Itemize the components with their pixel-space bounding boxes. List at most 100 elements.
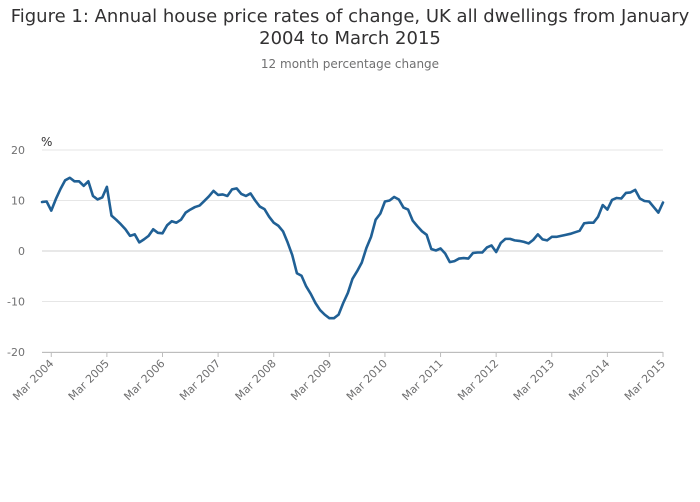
data-point[interactable] bbox=[452, 259, 457, 264]
data-point[interactable] bbox=[420, 229, 425, 234]
data-point[interactable] bbox=[661, 200, 666, 205]
data-point[interactable] bbox=[521, 239, 526, 244]
data-point[interactable] bbox=[304, 284, 309, 289]
data-point[interactable] bbox=[234, 186, 239, 191]
data-point[interactable] bbox=[104, 184, 109, 189]
data-point[interactable] bbox=[406, 207, 411, 212]
data-point[interactable] bbox=[118, 222, 123, 227]
data-point[interactable] bbox=[572, 230, 577, 235]
data-point[interactable] bbox=[470, 251, 475, 256]
data-point[interactable] bbox=[443, 251, 448, 256]
data-point[interactable] bbox=[179, 217, 184, 222]
data-point[interactable] bbox=[651, 205, 656, 210]
data-point[interactable] bbox=[267, 214, 272, 219]
data-point[interactable] bbox=[160, 231, 165, 236]
data-point[interactable] bbox=[392, 194, 397, 199]
data-point[interactable] bbox=[387, 198, 392, 203]
data-point[interactable] bbox=[262, 207, 267, 212]
data-point[interactable] bbox=[350, 276, 355, 281]
data-point[interactable] bbox=[123, 227, 128, 232]
data-point[interactable] bbox=[596, 214, 601, 219]
data-point[interactable] bbox=[568, 231, 573, 236]
data-point[interactable] bbox=[591, 220, 596, 225]
data-point[interactable] bbox=[308, 291, 313, 296]
data-point[interactable] bbox=[503, 236, 508, 241]
data-point[interactable] bbox=[257, 204, 262, 209]
data-point[interactable] bbox=[146, 233, 151, 238]
data-point[interactable] bbox=[633, 187, 638, 192]
data-point[interactable] bbox=[183, 210, 188, 215]
data-point[interactable] bbox=[243, 193, 248, 198]
data-point[interactable] bbox=[327, 316, 332, 321]
data-point[interactable] bbox=[489, 243, 494, 248]
data-point[interactable] bbox=[647, 199, 652, 204]
data-point[interactable] bbox=[396, 197, 401, 202]
data-point[interactable] bbox=[424, 232, 429, 237]
data-point[interactable] bbox=[188, 207, 193, 212]
data-point[interactable] bbox=[531, 237, 536, 242]
data-point[interactable] bbox=[336, 312, 341, 317]
data-point[interactable] bbox=[95, 197, 100, 202]
data-point[interactable] bbox=[559, 233, 564, 238]
data-point[interactable] bbox=[484, 245, 489, 250]
data-point[interactable] bbox=[192, 205, 197, 210]
data-point[interactable] bbox=[429, 246, 434, 251]
data-point[interactable] bbox=[540, 237, 545, 242]
data-point[interactable] bbox=[359, 260, 364, 265]
data-point[interactable] bbox=[461, 256, 466, 261]
data-point[interactable] bbox=[67, 175, 72, 180]
data-point[interactable] bbox=[174, 220, 179, 225]
data-point[interactable] bbox=[220, 192, 225, 197]
data-point[interactable] bbox=[438, 246, 443, 251]
data-point[interactable] bbox=[165, 223, 170, 228]
data-point[interactable] bbox=[382, 199, 387, 204]
data-point[interactable] bbox=[271, 220, 276, 225]
data-point[interactable] bbox=[433, 248, 438, 253]
data-point[interactable] bbox=[480, 250, 485, 255]
data-point[interactable] bbox=[114, 217, 119, 222]
data-point[interactable] bbox=[582, 221, 587, 226]
data-point[interactable] bbox=[410, 218, 415, 223]
data-point[interactable] bbox=[248, 191, 253, 196]
data-point[interactable] bbox=[155, 230, 160, 235]
data-point[interactable] bbox=[457, 256, 462, 261]
data-point[interactable] bbox=[53, 196, 58, 201]
data-point[interactable] bbox=[109, 213, 114, 218]
data-point[interactable] bbox=[216, 192, 221, 197]
data-point[interactable] bbox=[614, 195, 619, 200]
data-point[interactable] bbox=[345, 290, 350, 295]
data-point[interactable] bbox=[577, 228, 582, 233]
data-point[interactable] bbox=[63, 178, 68, 183]
data-point[interactable] bbox=[318, 308, 323, 313]
data-point[interactable] bbox=[605, 207, 610, 212]
data-point[interactable] bbox=[206, 194, 211, 199]
data-point[interactable] bbox=[276, 223, 281, 228]
data-point[interactable] bbox=[447, 260, 452, 265]
data-point[interactable] bbox=[341, 301, 346, 306]
data-point[interactable] bbox=[151, 227, 156, 232]
data-point[interactable] bbox=[549, 234, 554, 239]
data-point[interactable] bbox=[466, 256, 471, 261]
data-point[interactable] bbox=[81, 183, 86, 188]
data-point[interactable] bbox=[253, 198, 258, 203]
data-point[interactable] bbox=[132, 232, 137, 237]
data-point[interactable] bbox=[44, 199, 49, 204]
data-point[interactable] bbox=[610, 197, 615, 202]
data-point[interactable] bbox=[225, 193, 230, 198]
data-point[interactable] bbox=[49, 208, 54, 213]
data-point[interactable] bbox=[642, 199, 647, 204]
data-point[interactable] bbox=[545, 238, 550, 243]
data-point[interactable] bbox=[294, 271, 299, 276]
data-point[interactable] bbox=[619, 196, 624, 201]
data-point[interactable] bbox=[313, 301, 318, 306]
data-point[interactable] bbox=[373, 217, 378, 222]
data-point[interactable] bbox=[90, 193, 95, 198]
data-point[interactable] bbox=[508, 236, 513, 241]
data-point[interactable] bbox=[86, 179, 91, 184]
data-point[interactable] bbox=[280, 229, 285, 234]
data-point[interactable] bbox=[623, 190, 628, 195]
data-point[interactable] bbox=[197, 203, 202, 208]
data-point[interactable] bbox=[364, 245, 369, 250]
data-point[interactable] bbox=[290, 253, 295, 258]
data-point[interactable] bbox=[535, 232, 540, 237]
